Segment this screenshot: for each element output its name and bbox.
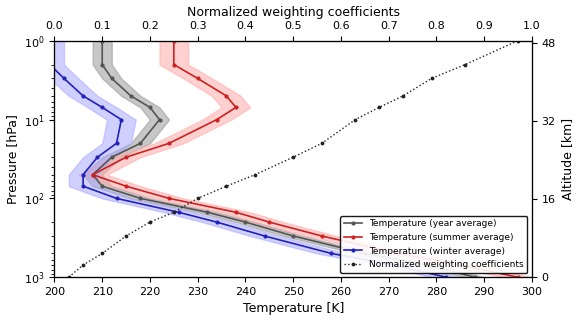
Temperature (summer average) (223, 94, 230, 98)
Line: Temperature (summer average): Temperature (summer average) (91, 39, 519, 279)
X-axis label: Temperature [K]: Temperature [K] (242, 302, 344, 316)
Temperature (winter average) (213, 220, 220, 224)
Normalized weighting coefficients (79, 263, 86, 267)
Temperature (year average) (471, 275, 478, 279)
Temperature (year average) (99, 39, 106, 43)
Temperature (winter average) (94, 155, 101, 159)
Normalized weighting coefficients (66, 275, 72, 279)
Temperature (winter average) (113, 196, 120, 200)
Temperature (winter average) (443, 275, 450, 279)
Normalized weighting coefficients (290, 155, 297, 159)
Temperature (summer average) (171, 39, 177, 43)
Temperature (year average) (147, 106, 154, 109)
Normalized weighting coefficients (428, 76, 435, 80)
Temperature (year average) (89, 173, 96, 177)
Temperature (summer average) (122, 184, 129, 188)
X-axis label: Normalized weighting coefficients: Normalized weighting coefficients (187, 5, 400, 19)
Line: Temperature (year average): Temperature (year average) (91, 39, 476, 279)
Temperature (year average) (423, 263, 430, 267)
Temperature (winter average) (99, 106, 106, 109)
Normalized weighting coefficients (147, 220, 154, 224)
Temperature (summer average) (514, 275, 521, 279)
Normalized weighting coefficients (352, 118, 359, 122)
Line: Temperature (winter average): Temperature (winter average) (48, 39, 447, 279)
Temperature (summer average) (395, 252, 402, 256)
Temperature (year average) (361, 252, 368, 256)
Normalized weighting coefficients (462, 63, 469, 66)
Temperature (winter average) (46, 39, 53, 43)
Temperature (year average) (290, 234, 297, 238)
Temperature (winter average) (79, 94, 86, 98)
Normalized weighting coefficients (223, 184, 230, 188)
Y-axis label: Pressure [hPa]: Pressure [hPa] (6, 114, 19, 204)
Temperature (year average) (156, 118, 163, 122)
Temperature (summer average) (318, 234, 325, 238)
Temperature (winter average) (113, 141, 120, 145)
Temperature (year average) (204, 210, 211, 214)
Temperature (year average) (242, 220, 249, 224)
Temperature (winter average) (390, 263, 397, 267)
Temperature (winter average) (46, 63, 53, 66)
Temperature (year average) (108, 76, 115, 80)
Temperature (summer average) (122, 155, 129, 159)
Temperature (year average) (128, 94, 135, 98)
Temperature (winter average) (328, 252, 335, 256)
Normalized weighting coefficients (122, 234, 129, 238)
Temperature (year average) (99, 63, 106, 66)
Temperature (year average) (137, 196, 144, 200)
Line: Normalized weighting coefficients: Normalized weighting coefficients (66, 39, 520, 280)
Normalized weighting coefficients (252, 173, 259, 177)
Temperature (summer average) (194, 76, 201, 80)
Temperature (summer average) (266, 220, 273, 224)
Temperature (summer average) (457, 263, 464, 267)
Temperature (winter average) (261, 234, 268, 238)
Temperature (winter average) (79, 184, 86, 188)
Temperature (winter average) (60, 76, 67, 80)
Y-axis label: Altitude [km]: Altitude [km] (561, 118, 574, 200)
Temperature (winter average) (79, 173, 86, 177)
Normalized weighting coefficients (318, 141, 325, 145)
Temperature (summer average) (89, 173, 96, 177)
Temperature (year average) (108, 155, 115, 159)
Temperature (summer average) (233, 106, 240, 109)
Normalized weighting coefficients (99, 252, 106, 256)
Normalized weighting coefficients (514, 39, 521, 43)
Temperature (summer average) (213, 118, 220, 122)
Legend: Temperature (year average), Temperature (summer average), Temperature (winter av: Temperature (year average), Temperature … (340, 216, 527, 273)
Temperature (winter average) (175, 210, 182, 214)
Normalized weighting coefficients (171, 210, 177, 214)
Temperature (winter average) (118, 118, 125, 122)
Temperature (summer average) (165, 196, 172, 200)
Normalized weighting coefficients (376, 106, 383, 109)
Temperature (year average) (137, 141, 144, 145)
Temperature (summer average) (165, 141, 172, 145)
Temperature (summer average) (171, 63, 177, 66)
Temperature (year average) (99, 184, 106, 188)
Normalized weighting coefficients (194, 196, 201, 200)
Temperature (summer average) (233, 210, 240, 214)
Normalized weighting coefficients (400, 94, 407, 98)
